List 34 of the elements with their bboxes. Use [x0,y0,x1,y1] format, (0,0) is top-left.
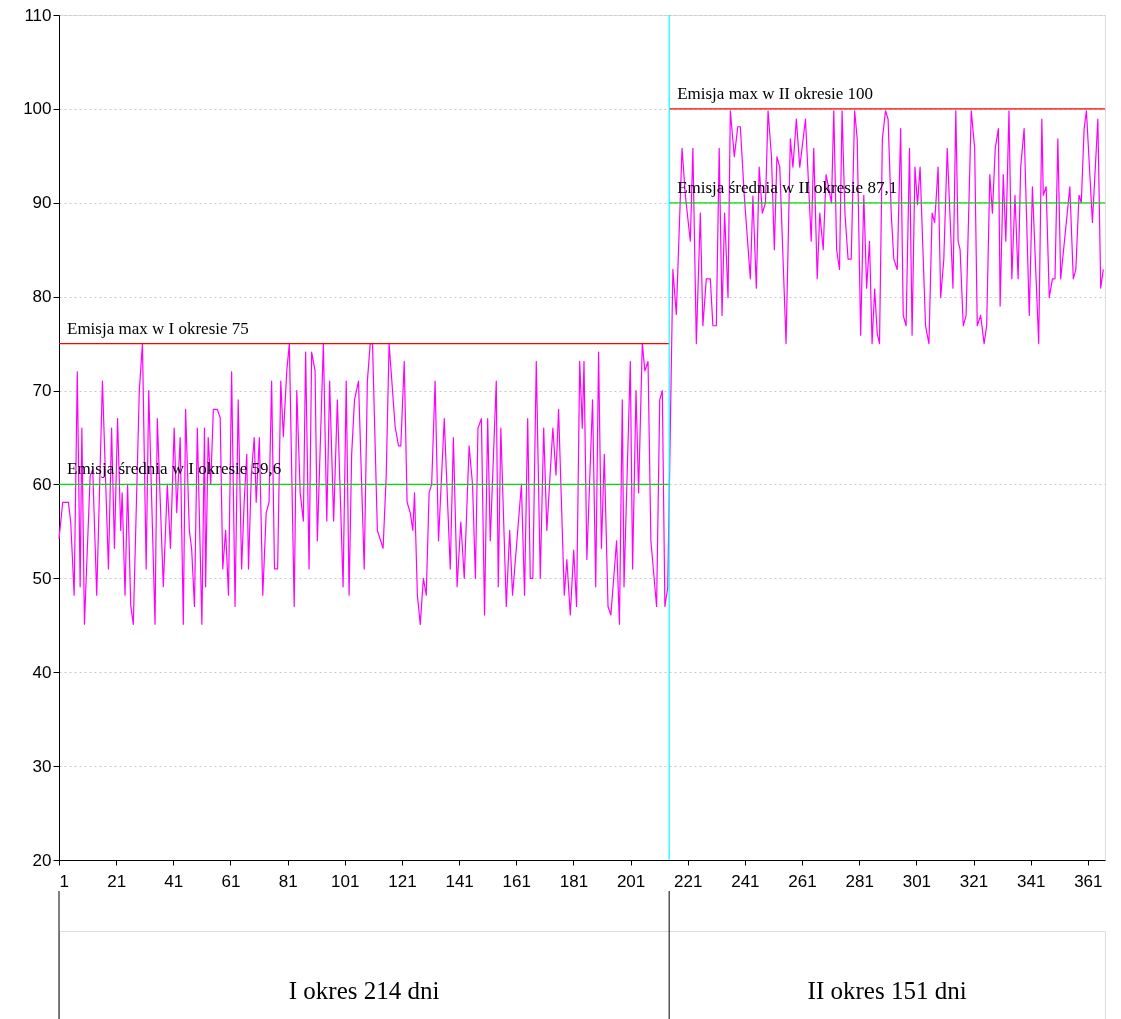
x-tick-label: 101 [331,871,360,891]
x-tick-label: 241 [731,871,760,891]
y-tick-label: 60 [32,474,52,494]
x-tick-label: 21 [107,871,127,891]
x-tick-label: 181 [559,871,589,891]
y-tick-label: 80 [32,287,52,307]
x-tick-label: 121 [388,871,417,891]
y-tick-label: 50 [32,568,52,588]
y-tick-label: 40 [32,662,52,682]
x-tick-label: 1 [59,871,69,891]
x-tick-label: 161 [502,871,531,891]
x-tick-label: 281 [845,871,874,891]
y-tick-label: 90 [32,193,52,213]
x-tick-label: 221 [674,871,703,891]
x-tick-label: 361 [1074,871,1103,891]
series-label: Emisja max w I okresie 75 [67,318,249,338]
series-label: Emisja max w II okresie 100 [677,83,874,103]
text: II okres 151 dni [807,977,967,1004]
y-tick-label: 110 [24,5,52,25]
x-tick-label: 61 [221,871,241,891]
x-tick-label: 261 [788,871,817,891]
x-tick-label: 201 [616,871,646,891]
line-series [58,110,1104,625]
x-tick-label: 321 [959,871,989,891]
y-tick-label: 100 [23,99,52,119]
x-tick-label: 81 [278,871,298,891]
x-tick-label: 141 [445,871,474,891]
x-tick-label: 41 [164,871,184,891]
y-tick-label: 20 [32,850,52,870]
text: I okres 214 dni [288,977,440,1004]
y-tick-label: 70 [32,381,52,401]
x-tick-label: 301 [902,871,932,891]
y-tick-label: 30 [32,756,52,776]
x-tick-label: 341 [1017,871,1046,891]
